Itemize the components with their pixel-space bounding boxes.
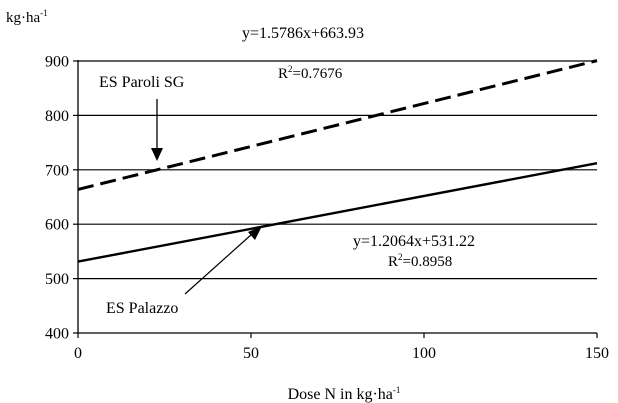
equation-es-palazzo: y=1.2064x+531.22 (353, 233, 475, 250)
series-label-es-paroli-sg: ES Paroli SG (99, 74, 185, 91)
axes (77, 60, 597, 334)
y-tick-label-500: 500 (45, 271, 69, 288)
x-tick-label-150: 150 (585, 345, 609, 362)
arrow-es-palazzo (184, 226, 262, 295)
r2-es-paroli-sg: R2=0.7676 (278, 64, 343, 82)
equation-es-paroli-sg: y=1.5786x+663.93 (242, 25, 364, 42)
y-tick-label-400: 400 (45, 326, 69, 343)
y-tick-label-800: 800 (45, 108, 69, 125)
y-axis-label: kg·ha-1 (6, 8, 48, 26)
x-axis-label: Dose N in kg·ha-1 (288, 385, 401, 403)
y-tick-label-900: 900 (45, 54, 69, 71)
y-tick-label-600: 600 (45, 217, 69, 234)
gridlines (78, 60, 597, 280)
x-tick-label-0: 0 (74, 345, 82, 362)
y-tick-label-700: 700 (45, 162, 69, 179)
x-tick-label-100: 100 (412, 345, 436, 362)
series-label-es-palazzo: ES Palazzo (106, 300, 178, 317)
series-line-es-paroli-sg (77, 59, 598, 191)
x-tick-label-50: 50 (243, 345, 259, 362)
series-line-es-palazzo (77, 161, 598, 263)
tick-labels: 400 500 600 700 800 900 0 50 100 150 (45, 54, 609, 363)
series-lines (77, 59, 598, 263)
r2-es-palazzo: R2=0.8958 (388, 252, 452, 270)
arrow-es-paroli-sg (151, 99, 163, 161)
